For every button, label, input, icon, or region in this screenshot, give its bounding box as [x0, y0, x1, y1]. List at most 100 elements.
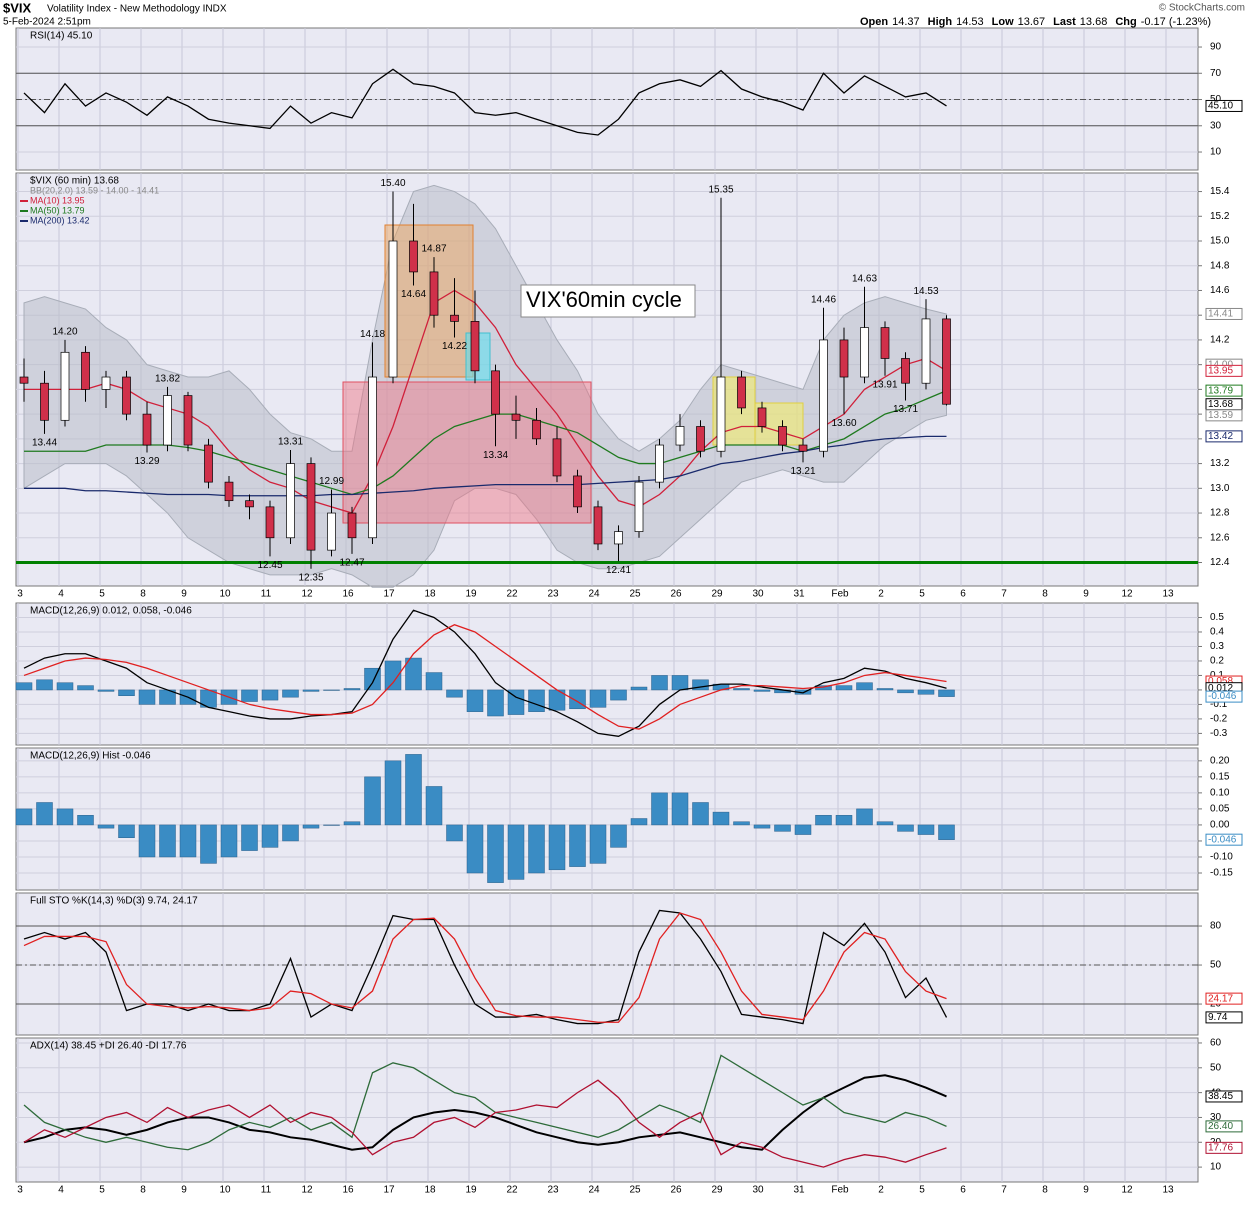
series-line: [23, 1074, 947, 1151]
histogram-bar: [446, 824, 463, 842]
candle-body: [204, 444, 213, 483]
candle-body: [860, 327, 869, 378]
candle-body: [327, 512, 336, 551]
series-line: [23, 1054, 947, 1151]
series-line: [23, 68, 947, 136]
y-tick-label: 90: [1210, 42, 1222, 53]
histogram-bar: [56, 808, 74, 826]
x-tick-label: 2: [878, 1185, 884, 1196]
panel-title: Full STO %K(14,3) %D(3) 9.74, 24.17: [30, 896, 198, 907]
histogram-bar: [794, 824, 812, 835]
histogram-bar: [179, 824, 197, 858]
value-marker: [1205, 99, 1243, 112]
value-marker-label: 13.79: [1208, 385, 1233, 396]
x-tick-label: 12: [1121, 1185, 1133, 1196]
candle-body: [40, 382, 49, 421]
annotation-boxes: [342, 224, 804, 524]
low-label: 13.29: [134, 456, 159, 467]
x-tick-label: 13: [1162, 589, 1174, 600]
value-marker-label: 13.59: [1208, 410, 1233, 421]
x-tick-label: 30: [752, 1185, 764, 1196]
y-tick-label: 0.10: [1210, 788, 1230, 799]
histogram-bar: [835, 685, 853, 691]
histogram-bar: [569, 824, 586, 867]
value-marker-label: 0.012: [1208, 683, 1233, 694]
x-tick-label: 3: [17, 589, 23, 600]
legend-entry: MA(50) 13.79: [30, 205, 85, 215]
y-tick-label: -0.1: [1210, 699, 1228, 710]
candle-body: [819, 339, 828, 452]
histogram-bar: [651, 792, 668, 826]
legend-entry: BB(20,2.0) 13.59 - 14.00 - 14.41: [30, 185, 159, 195]
x-tick-label: 5: [919, 589, 925, 600]
histogram-bar: [876, 688, 894, 691]
value-marker: [1205, 833, 1243, 846]
candle-body: [388, 240, 398, 378]
base-layer: [15, 27, 1202, 1183]
y-tick-label: 0.05: [1210, 804, 1230, 815]
histogram-bar: [36, 679, 53, 691]
x-tick-label: 23: [547, 589, 559, 600]
low-label: 12.35: [298, 572, 323, 583]
low-label: 14.64: [401, 289, 426, 300]
x-tick-label: 13: [1162, 1185, 1174, 1196]
x-tick-label: 10: [219, 589, 231, 600]
x-tick-label: 6: [960, 1185, 966, 1196]
candle-body: [901, 358, 910, 384]
x-tick-label: 12: [1121, 589, 1133, 600]
histogram-bar: [487, 689, 504, 717]
x-tick-label: 3: [17, 1185, 23, 1196]
candle-body: [470, 321, 480, 372]
high-label: 13.82: [155, 374, 180, 385]
candle-body: [224, 481, 234, 502]
histogram-bar: [671, 675, 689, 691]
histogram-bar: [507, 824, 525, 880]
x-tick-label: 25: [629, 589, 641, 600]
high-label: 14.18: [360, 329, 385, 340]
panel-title: ADX(14) 38.45 +DI 26.40 -DI 17.76: [30, 1041, 187, 1052]
candle-body: [450, 314, 459, 322]
histogram-bar: [77, 685, 94, 691]
x-tick-label: 9: [181, 1185, 187, 1196]
candle-body: [409, 240, 418, 273]
candle-body: [286, 463, 295, 539]
x-tick-label: 10: [219, 1185, 231, 1196]
histogram-bar: [712, 811, 730, 826]
x-tick-label: 8: [1042, 589, 1048, 600]
histogram-bar: [733, 821, 750, 826]
histogram-bar: [241, 689, 258, 702]
low-label: 12.41: [606, 565, 631, 576]
value-marker: [1205, 409, 1243, 422]
legend-entry: $VIX (60 min) 13.68: [30, 176, 119, 187]
low-label: 13.71: [893, 404, 918, 415]
y-tick-label: 0.15: [1210, 771, 1230, 782]
value-marker-label: 14.41: [1208, 309, 1233, 320]
x-tick-label: 11: [261, 589, 272, 600]
histogram-bar: [77, 815, 94, 826]
x-tick-label: 9: [1083, 589, 1089, 600]
histogram-bar: [97, 689, 115, 692]
x-tick-label: 2: [878, 589, 884, 600]
candle-body: [921, 318, 931, 384]
histogram-bar: [630, 686, 648, 691]
y-tick-label: -0.15: [1210, 868, 1233, 879]
quote-value: 14.53: [956, 16, 984, 28]
y-tick-label: 30: [1210, 120, 1222, 131]
histogram-bar: [897, 689, 914, 694]
histogram-bar: [733, 688, 750, 691]
high-label: 15.35: [708, 184, 733, 195]
histogram-bar: [835, 815, 853, 826]
y-tick-label: 14.2: [1210, 335, 1230, 346]
histogram-bar: [97, 824, 115, 829]
histogram-bar: [692, 802, 709, 826]
value-marker-label: 14.00: [1208, 359, 1233, 370]
histogram-bar: [159, 824, 176, 858]
histogram-bar: [118, 824, 135, 839]
x-tick-label: 26: [670, 589, 682, 600]
y-tick-label: 30: [1210, 1112, 1222, 1123]
histogram-bar: [200, 824, 217, 864]
histogram-bar: [241, 824, 258, 851]
value-marker-label: -0.046: [1208, 834, 1237, 845]
histogram-bar: [302, 689, 320, 692]
histogram-bar: [466, 689, 484, 712]
